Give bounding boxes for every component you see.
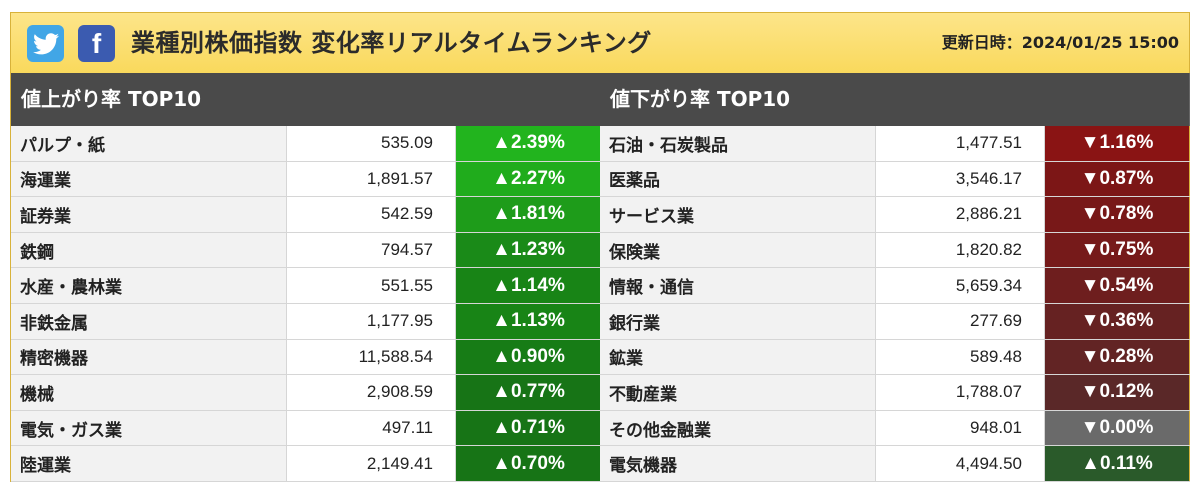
- sector-name: 海運業: [11, 161, 287, 197]
- losers-heading: 値下がり率 TOP10: [600, 73, 1190, 126]
- table-row[interactable]: 海運業 1,891.57 ▲2.27%: [11, 161, 601, 198]
- change-rate-badge: ▲1.23%: [455, 232, 601, 268]
- sector-name: 機械: [11, 375, 287, 410]
- table-row[interactable]: 証券業 542.59 ▲1.81%: [11, 197, 601, 233]
- gainers-table: パルプ・紙 535.09 ▲2.39% 海運業 1,891.57 ▲2.27% 証券業 542…: [11, 126, 601, 482]
- index-value: 11,588.54: [287, 339, 455, 375]
- change-rate-badge: ▲2.27%: [455, 161, 601, 197]
- sector-name: 保険業: [600, 232, 876, 268]
- change-rate-badge: ▼1.16%: [1044, 126, 1189, 161]
- table-row[interactable]: その他金融業 948.01 ▼0.00%: [600, 410, 1190, 447]
- gainers-heading: 値上がり率 TOP10: [11, 73, 601, 126]
- table-row[interactable]: 鉄鋼 794.57 ▲1.23%: [11, 232, 601, 269]
- index-value: 1,477.51: [876, 126, 1044, 161]
- index-value: 589.48: [876, 339, 1044, 375]
- change-rate-badge: ▼0.78%: [1044, 197, 1189, 232]
- sector-name: 情報・通信: [600, 268, 876, 303]
- index-value: 1,891.57: [287, 161, 455, 197]
- table-row[interactable]: 鉱業 589.48 ▼0.28%: [600, 339, 1190, 376]
- index-value: 3,546.17: [876, 161, 1044, 197]
- table-row[interactable]: 精密機器 11,588.54 ▲0.90%: [11, 339, 601, 376]
- losers-table: 石油・石炭製品 1,477.51 ▼1.16% 医薬品 3,546.17 ▼0.87% サー…: [600, 126, 1190, 482]
- sector-name: その他金融業: [600, 410, 876, 446]
- change-rate-badge: ▲0.11%: [1044, 446, 1189, 481]
- facebook-share-button[interactable]: f: [78, 25, 115, 62]
- sector-name: サービス業: [600, 197, 876, 232]
- sector-name: 鉱業: [600, 339, 876, 375]
- change-rate-badge: ▲0.90%: [455, 339, 601, 375]
- change-rate-badge: ▼0.36%: [1044, 303, 1189, 339]
- index-value: 1,788.07: [876, 375, 1044, 410]
- gainers-panel: 値上がり率 TOP10 パルプ・紙 535.09 ▲2.39% 海運業 1,891.57…: [11, 73, 601, 482]
- change-rate-badge: ▲1.14%: [455, 268, 601, 303]
- sector-name: 医薬品: [600, 161, 876, 197]
- sector-name: 鉄鋼: [11, 232, 287, 268]
- index-value: 2,149.41: [287, 446, 455, 481]
- change-rate-badge: ▼0.75%: [1044, 232, 1189, 268]
- change-rate-badge: ▲0.71%: [455, 410, 601, 446]
- sector-name: 不動産業: [600, 375, 876, 410]
- change-rate-badge: ▼0.87%: [1044, 161, 1189, 197]
- change-rate-badge: ▲2.39%: [455, 126, 601, 161]
- table-row[interactable]: 陸運業 2,149.41 ▲0.70%: [11, 446, 601, 482]
- index-value: 497.11: [287, 410, 455, 446]
- twitter-icon: [32, 32, 59, 54]
- losers-panel: 値下がり率 TOP10 石油・石炭製品 1,477.51 ▼1.16% 医薬品 3,54…: [600, 73, 1190, 482]
- index-value: 948.01: [876, 410, 1044, 446]
- index-value: 5,659.34: [876, 268, 1044, 303]
- page-title: 業種別株価指数 変化率リアルタイムランキング: [131, 29, 652, 57]
- index-value: 2,908.59: [287, 375, 455, 410]
- table-row[interactable]: 保険業 1,820.82 ▼0.75%: [600, 232, 1190, 269]
- index-value: 2,886.21: [876, 197, 1044, 232]
- change-rate-badge: ▲1.13%: [455, 303, 601, 339]
- table-row[interactable]: 医薬品 3,546.17 ▼0.87%: [600, 161, 1190, 198]
- index-value: 794.57: [287, 232, 455, 268]
- table-row[interactable]: サービス業 2,886.21 ▼0.78%: [600, 197, 1190, 233]
- index-value: 277.69: [876, 303, 1044, 339]
- table-row[interactable]: 電気・ガス業 497.11 ▲0.71%: [11, 410, 601, 447]
- change-rate-badge: ▲0.70%: [455, 446, 601, 481]
- change-rate-badge: ▲1.81%: [455, 197, 601, 232]
- updated-timestamp: 更新日時：2024/01/25 15:00: [941, 33, 1179, 52]
- sector-name: 精密機器: [11, 339, 287, 375]
- table-row[interactable]: 水産・農林業 551.55 ▲1.14%: [11, 268, 601, 304]
- table-row[interactable]: 銀行業 277.69 ▼0.36%: [600, 303, 1190, 340]
- table-row[interactable]: 非鉄金属 1,177.95 ▲1.13%: [11, 303, 601, 340]
- widget-header: f 業種別株価指数 変化率リアルタイムランキング 更新日時：2024/01/25…: [11, 13, 1189, 73]
- table-row[interactable]: 不動産業 1,788.07 ▼0.12%: [600, 375, 1190, 411]
- sector-name: 水産・農林業: [11, 268, 287, 303]
- change-rate-badge: ▼0.00%: [1044, 410, 1189, 446]
- sector-name: 非鉄金属: [11, 303, 287, 339]
- index-value: 535.09: [287, 126, 455, 161]
- index-value: 542.59: [287, 197, 455, 232]
- index-value: 1,820.82: [876, 232, 1044, 268]
- twitter-share-button[interactable]: [27, 25, 64, 62]
- change-rate-badge: ▼0.54%: [1044, 268, 1189, 303]
- sector-name: パルプ・紙: [11, 126, 287, 161]
- facebook-icon: f: [91, 27, 102, 59]
- table-row[interactable]: 情報・通信 5,659.34 ▼0.54%: [600, 268, 1190, 304]
- ranking-widget: f 業種別株価指数 変化率リアルタイムランキング 更新日時：2024/01/25…: [10, 12, 1190, 482]
- table-row[interactable]: 電気機器 4,494.50 ▲0.11%: [600, 446, 1190, 482]
- sector-name: 証券業: [11, 197, 287, 232]
- sector-name: 電気・ガス業: [11, 410, 287, 446]
- table-row[interactable]: 機械 2,908.59 ▲0.77%: [11, 375, 601, 411]
- index-value: 4,494.50: [876, 446, 1044, 481]
- sector-name: 銀行業: [600, 303, 876, 339]
- index-value: 551.55: [287, 268, 455, 303]
- table-row[interactable]: パルプ・紙 535.09 ▲2.39%: [11, 126, 601, 162]
- sector-name: 陸運業: [11, 446, 287, 481]
- change-rate-badge: ▼0.12%: [1044, 375, 1189, 410]
- table-row[interactable]: 石油・石炭製品 1,477.51 ▼1.16%: [600, 126, 1190, 162]
- sector-name: 石油・石炭製品: [600, 126, 876, 161]
- index-value: 1,177.95: [287, 303, 455, 339]
- change-rate-badge: ▲0.77%: [455, 375, 601, 410]
- sector-name: 電気機器: [600, 446, 876, 481]
- change-rate-badge: ▼0.28%: [1044, 339, 1189, 375]
